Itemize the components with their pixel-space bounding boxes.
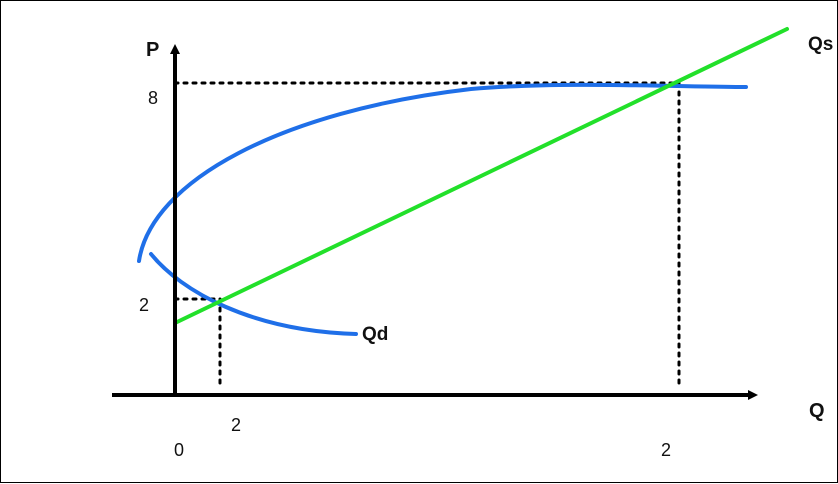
y-tick-8: 8	[148, 88, 158, 108]
demand-curve-lower	[149, 252, 358, 336]
demand-label: Qd	[362, 324, 388, 345]
y-tick-2: 2	[139, 295, 149, 315]
supply-label: Qs	[808, 34, 833, 55]
x-tick-2-right: 2	[661, 440, 671, 460]
x-tick-origin: 0	[174, 440, 184, 460]
y-axis-label: P	[146, 39, 159, 61]
supply-line	[173, 27, 789, 325]
demand-curve-upper	[137, 82, 748, 263]
x-tick-2-left: 2	[231, 415, 241, 435]
x-axis-label: Q	[809, 400, 825, 422]
